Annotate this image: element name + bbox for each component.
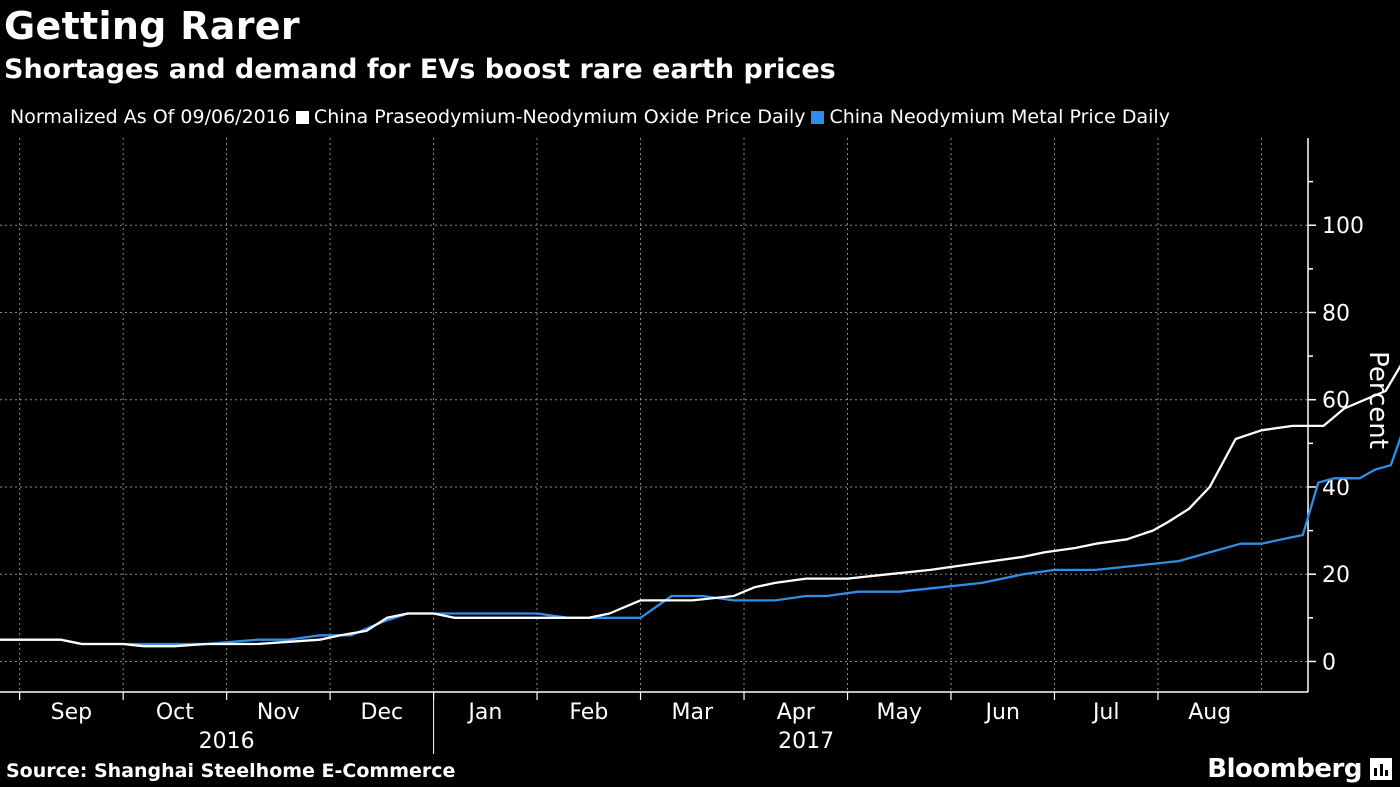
x-tick-label: Aug [1188, 700, 1231, 725]
x-tick-label: Jun [984, 700, 1020, 725]
legend-item-oxide: China Praseodymium-Neodymium Oxide Price… [295, 106, 806, 128]
series-line-metal [0, 435, 1400, 646]
chart-title: Getting Rarer [4, 4, 300, 48]
x-tick-label: Jul [1091, 700, 1120, 725]
x-tick-label: Oct [156, 700, 194, 725]
x-tick-label: Feb [569, 700, 608, 725]
bloomberg-bars-icon [1370, 758, 1392, 780]
chart-subtitle: Shortages and demand for EVs boost rare … [4, 54, 836, 85]
x-tick-label: Nov [257, 700, 300, 725]
brand-name: Bloomberg [1207, 754, 1362, 784]
y-axis-title: Percent [1363, 351, 1393, 449]
x-tick-label: Mar [672, 700, 714, 725]
legend-label-oxide: China Praseodymium-Neodymium Oxide Price… [313, 106, 806, 128]
chart-legend: Normalized As Of 09/06/2016 China Praseo… [10, 106, 1176, 128]
x-tick-label: Dec [361, 700, 404, 725]
x-tick-label: Apr [777, 700, 816, 725]
y-tick-label: 100 [1322, 214, 1364, 239]
x-tick-label: Sep [51, 700, 92, 725]
x-tick-label: May [877, 700, 922, 725]
y-tick-label: 60 [1322, 389, 1350, 414]
legend-item-metal: China Neodymium Metal Price Daily [811, 106, 1170, 128]
year-label: 2016 [199, 729, 255, 754]
y-tick-label: 0 [1322, 650, 1336, 675]
legend-swatch-oxide [295, 110, 309, 124]
legend-prefix: Normalized As Of 09/06/2016 [10, 106, 290, 128]
legend-swatch-metal [811, 110, 825, 124]
x-tick-label: Jan [466, 700, 502, 725]
y-tick-label: 80 [1322, 301, 1350, 326]
legend-label-metal: China Neodymium Metal Price Daily [829, 106, 1170, 128]
series-line-oxide [0, 364, 1400, 648]
year-label: 2017 [778, 729, 834, 754]
bloomberg-logo: Bloomberg [1207, 754, 1392, 784]
source-note: Source: Shanghai Steelhome E-Commerce [6, 760, 456, 782]
y-tick-label: 20 [1322, 563, 1350, 588]
